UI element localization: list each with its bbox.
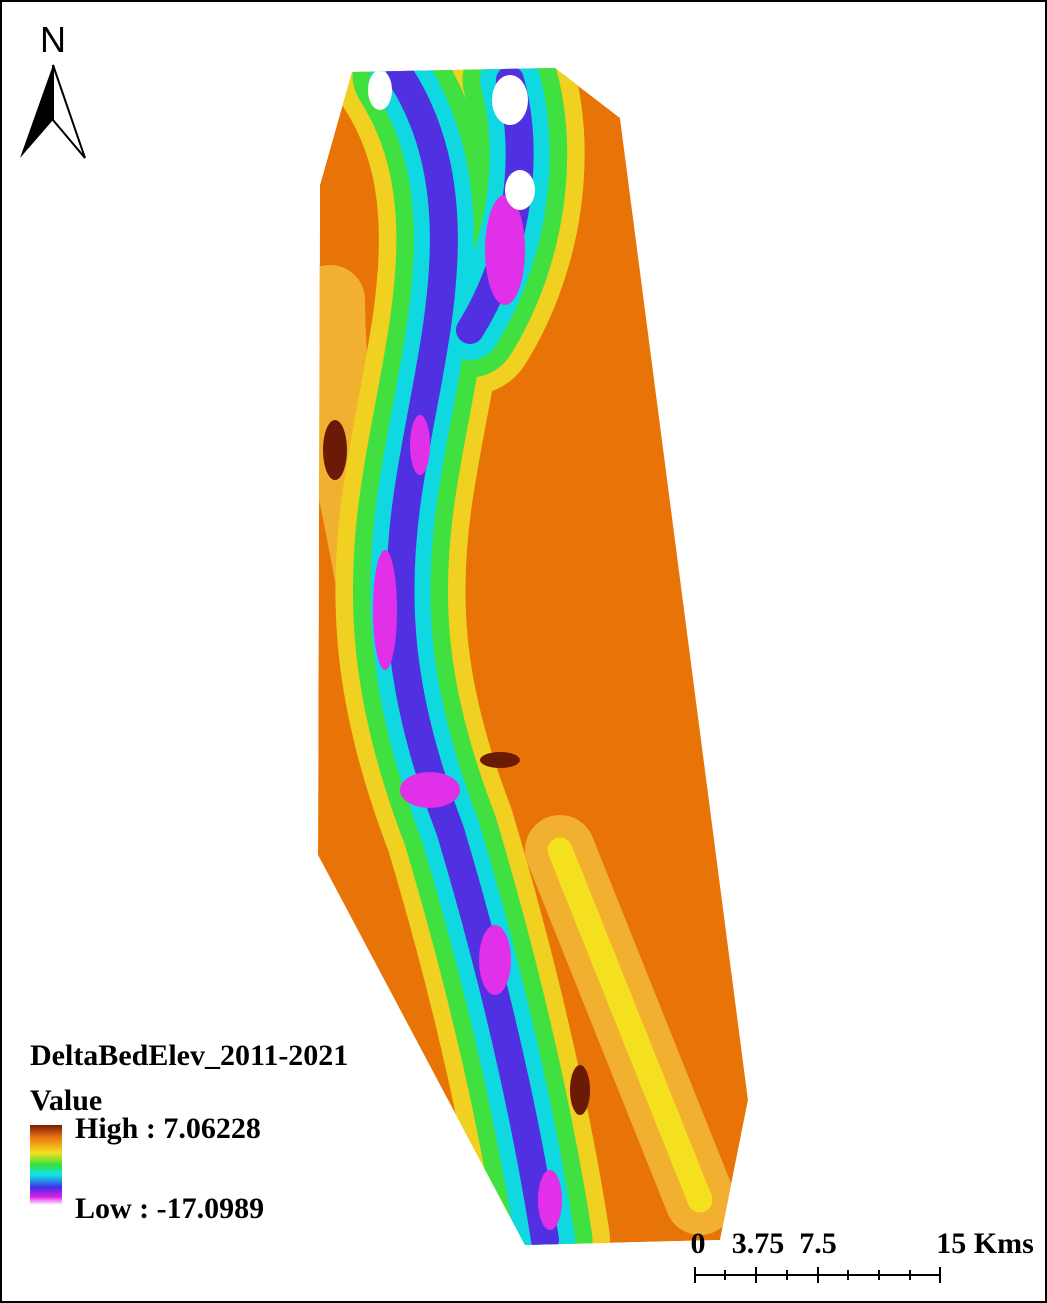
color-ramp xyxy=(30,1125,62,1205)
north-label: N xyxy=(40,19,66,60)
legend-high: High : 7.06228 xyxy=(75,1112,261,1145)
legend-low: Low : -17.0989 xyxy=(75,1192,264,1225)
scale-label: 0 xyxy=(691,1227,706,1260)
scale-label: 7.5 xyxy=(799,1227,837,1260)
map-frame: N DeltaBedElev_2011-2021 Value High : 7.… xyxy=(0,0,1047,1303)
scale-label: 3.75 xyxy=(732,1227,785,1260)
scale-label: 15 Kms xyxy=(936,1227,1034,1260)
legend-title: DeltaBedElev_2011-2021 xyxy=(30,1039,348,1072)
